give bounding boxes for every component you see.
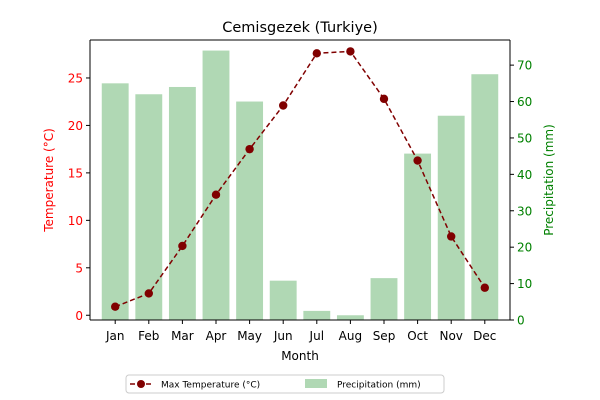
legend-temperature-swatch-marker bbox=[137, 380, 145, 388]
legend-frame bbox=[125, 374, 445, 394]
x-tick-label: Sep bbox=[373, 329, 396, 343]
temperature-point-oct bbox=[413, 156, 422, 165]
left-tick-label: 0 bbox=[75, 309, 83, 323]
precipitation-bar-mar bbox=[168, 86, 196, 320]
temperature-point-sep bbox=[379, 94, 389, 104]
left-axis-ticks: 0 5 10 15 20 25 bbox=[68, 71, 90, 323]
precipitation-bar-apr bbox=[202, 50, 230, 320]
temperature-point-aug bbox=[346, 47, 355, 56]
axes-frame bbox=[89, 39, 511, 321]
precipitation-bar-feb bbox=[135, 94, 163, 320]
x-tick-label: Mar bbox=[171, 329, 194, 343]
right-tick-label: 30 bbox=[517, 204, 532, 218]
x-tick-label: Nov bbox=[439, 329, 462, 343]
precipitation-bar-may bbox=[236, 101, 264, 321]
x-tick-label: Dec bbox=[473, 329, 496, 343]
temperature-point-mar bbox=[178, 241, 187, 251]
legend-temperature-label: Max Temperature (°C) bbox=[161, 381, 260, 391]
temperature-point-jun bbox=[279, 101, 288, 110]
precipitation-bar-aug bbox=[336, 315, 364, 320]
temperature-point-jul bbox=[312, 49, 321, 58]
temperature-polyline bbox=[114, 50, 486, 308]
temperature-line bbox=[111, 47, 489, 311]
chart-legend: Max Temperature (°C) Precipitation (mm) bbox=[125, 374, 445, 394]
right-tick-label: 70 bbox=[517, 59, 532, 73]
right-tick-label: 0 bbox=[517, 314, 525, 328]
left-tick-label: 25 bbox=[68, 71, 83, 85]
precipitation-bar-jan bbox=[101, 83, 129, 320]
left-tick-label: 10 bbox=[68, 214, 83, 228]
x-tick-label: Jun bbox=[273, 329, 293, 343]
left-tick-label: 20 bbox=[68, 119, 83, 133]
legend-precipitation-swatch bbox=[305, 379, 327, 388]
left-tick-label: 5 bbox=[75, 261, 83, 275]
x-tick-label: Jul bbox=[309, 329, 324, 343]
temperature-point-apr bbox=[211, 190, 221, 199]
precipitation-bar-jul bbox=[303, 310, 331, 320]
x-axis-label: Month bbox=[281, 349, 319, 363]
x-tick-label: Feb bbox=[138, 329, 159, 343]
x-axis-ticks: Jan Feb Mar Apr May Jun Jul Aug Sep Oct Nov Dec bbox=[105, 320, 496, 343]
precipitation-bar-oct bbox=[404, 153, 432, 320]
x-tick-label: May bbox=[237, 329, 262, 343]
right-tick-label: 10 bbox=[517, 277, 532, 291]
x-tick-label: Oct bbox=[407, 329, 428, 343]
precipitation-bar-sep bbox=[370, 278, 398, 320]
legend-precipitation-label: Precipitation (mm) bbox=[337, 381, 421, 391]
right-axis-ticks: 0 10 20 30 40 50 60 70 bbox=[510, 59, 532, 328]
temperature-point-feb bbox=[144, 289, 153, 298]
x-tick-label: Jan bbox=[105, 329, 125, 343]
right-tick-label: 20 bbox=[517, 241, 532, 255]
temperature-point-jan bbox=[111, 302, 120, 311]
temperature-point-dec bbox=[480, 283, 489, 292]
right-tick-label: 60 bbox=[517, 95, 532, 109]
chart-title: Cemisgezek (Turkiye) bbox=[222, 20, 377, 36]
left-tick-label: 15 bbox=[68, 166, 83, 180]
right-axis-label: Precipitation (mm) bbox=[542, 124, 556, 236]
precipitation-bars bbox=[101, 50, 499, 321]
x-tick-label: Aug bbox=[339, 329, 362, 343]
precipitation-bar-nov bbox=[437, 115, 465, 321]
right-tick-label: 40 bbox=[517, 168, 532, 182]
precipitation-bar-jun bbox=[269, 280, 297, 320]
x-tick-label: Apr bbox=[206, 329, 227, 343]
right-tick-label: 50 bbox=[517, 131, 532, 145]
temperature-point-nov bbox=[447, 232, 456, 241]
precipitation-bar-dec bbox=[471, 74, 499, 321]
left-axis-label: Temperature (°C) bbox=[42, 128, 56, 233]
temperature-point-may bbox=[245, 144, 254, 154]
